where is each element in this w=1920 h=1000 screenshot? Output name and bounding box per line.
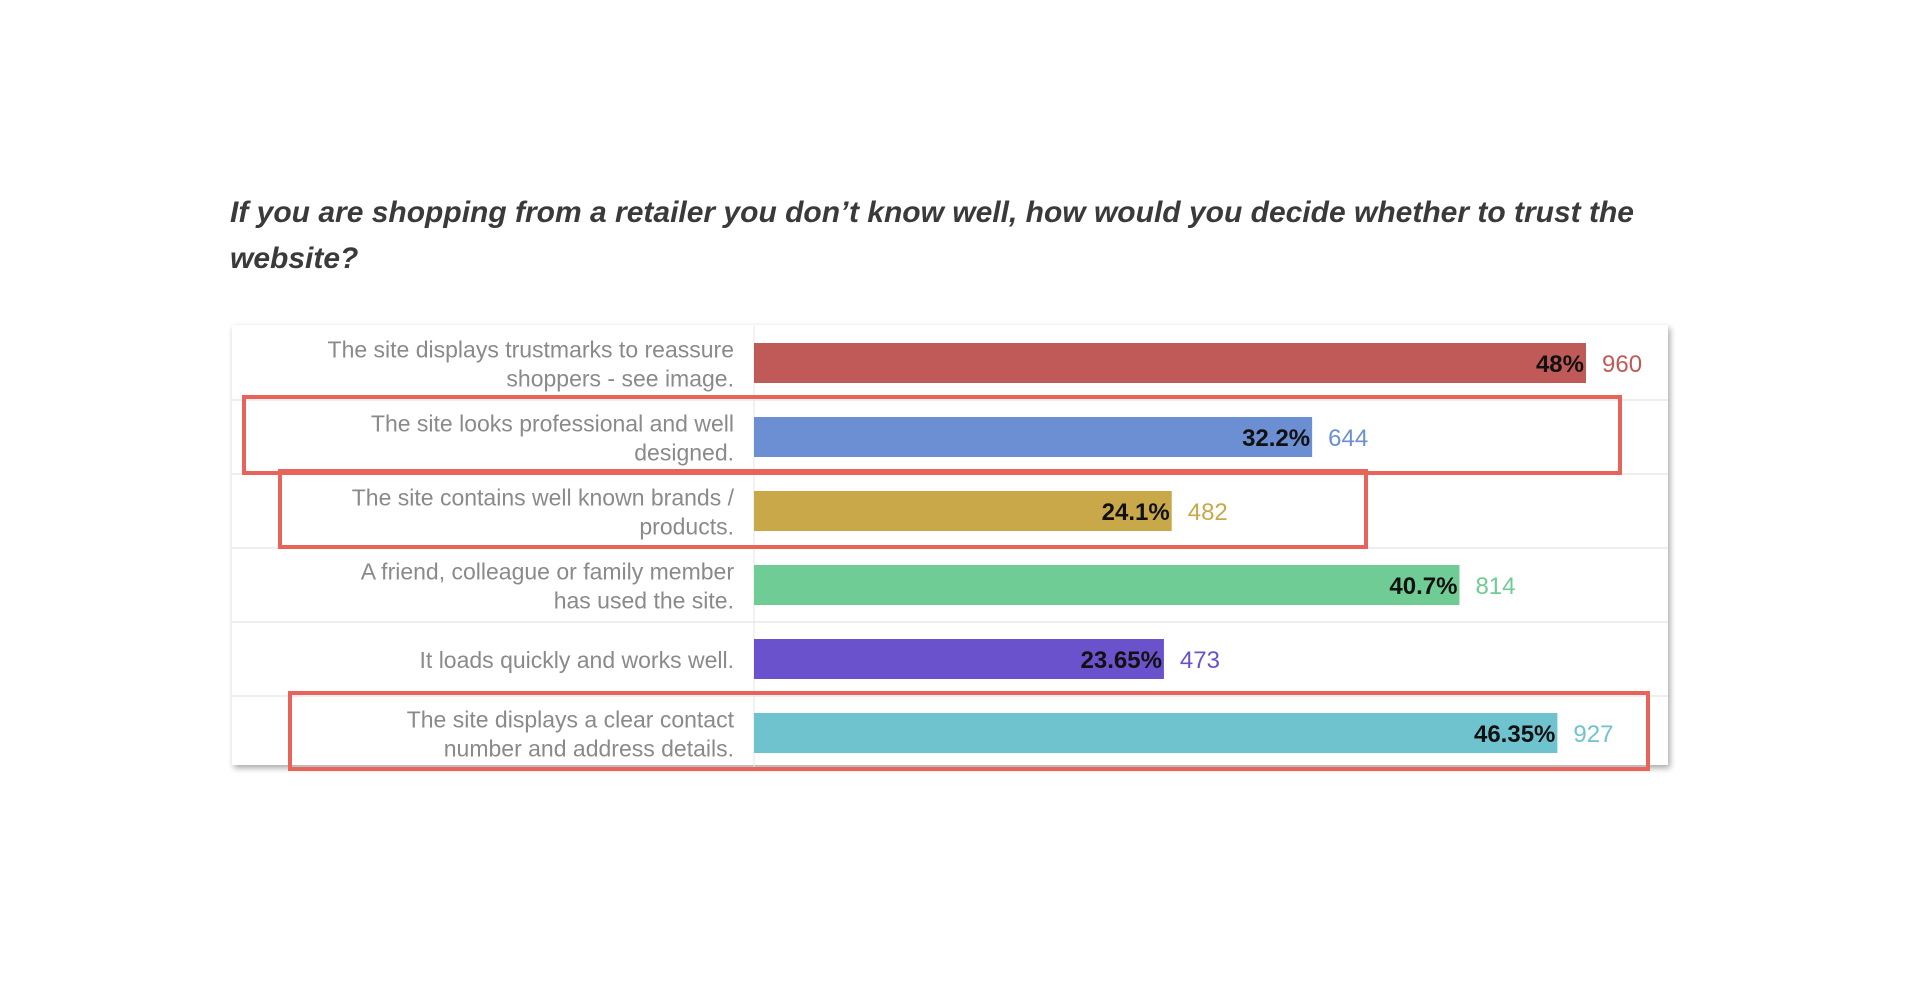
bar: [754, 417, 1313, 457]
category-label-line: It loads quickly and works well.: [420, 647, 734, 673]
category-label: It loads quickly and works well.: [420, 647, 734, 673]
bar: [754, 491, 1172, 531]
category-label-line: designed.: [634, 440, 734, 466]
category-label-line: shoppers - see image.: [506, 366, 734, 392]
category-label: A friend, colleague or family member has …: [361, 559, 735, 614]
count-label: 482: [1188, 499, 1228, 526]
count-label: 473: [1180, 647, 1220, 674]
percent-label: 32.2%: [1242, 425, 1310, 452]
highlight-box: [288, 691, 1650, 771]
percent-label: 23.65%: [1081, 647, 1162, 674]
category-label-line: A friend, colleague or family member: [361, 559, 735, 585]
percent-label: 24.1%: [1102, 499, 1170, 526]
category-label-line: The site contains well known brands /: [352, 485, 735, 511]
count-label: 644: [1328, 425, 1368, 452]
category-label-line: The site looks professional and well: [371, 411, 734, 437]
category-label: The site displays a clear contact number …: [407, 707, 735, 762]
category-label-line: number and address details.: [444, 736, 734, 762]
category-label: The site looks professional and well desi…: [371, 411, 734, 466]
count-label: 814: [1475, 573, 1515, 600]
category-label-line: has used the site.: [554, 588, 734, 614]
bar: [754, 343, 1586, 383]
category-label: The site contains well known brands / pro…: [352, 485, 735, 540]
bar: [754, 713, 1558, 753]
percent-label: 48%: [1536, 351, 1584, 378]
percent-label: 40.7%: [1389, 573, 1457, 600]
category-label: The site displays trustmarks to reassure…: [328, 337, 734, 392]
highlight-box: [278, 469, 1368, 549]
percent-label: 46.35%: [1474, 721, 1555, 748]
category-label-line: The site displays trustmarks to reassure: [328, 337, 734, 363]
bar: [754, 639, 1164, 679]
category-label-line: products.: [639, 514, 734, 540]
category-label-line: The site displays a clear contact: [407, 707, 735, 733]
bar: [754, 565, 1460, 605]
count-label: 960: [1602, 351, 1642, 378]
count-label: 927: [1573, 721, 1613, 748]
chart-title: If you are shopping from a retailer you …: [230, 196, 1634, 275]
